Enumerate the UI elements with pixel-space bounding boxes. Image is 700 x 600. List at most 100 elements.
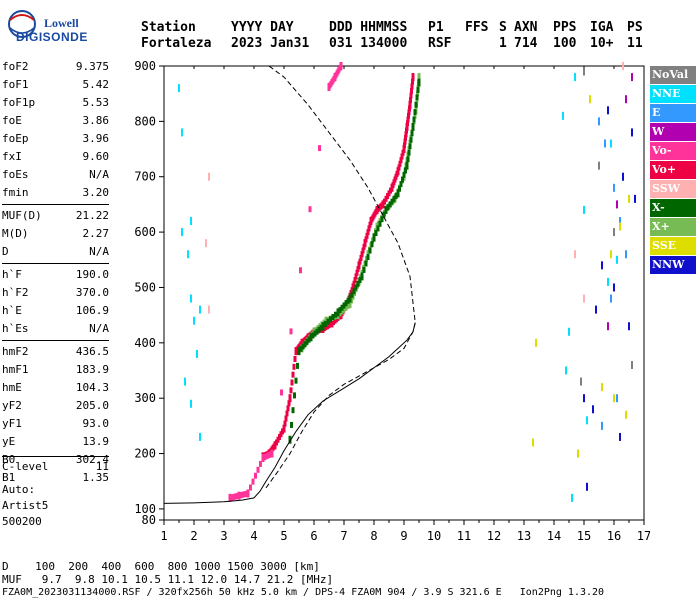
- trace-fill-point: [403, 138, 407, 145]
- scatter-point: [589, 95, 591, 104]
- trace-fill-point: [399, 181, 403, 188]
- param-label: h`F: [2, 268, 22, 281]
- param-value: 93.0: [82, 417, 110, 430]
- param-row: M(D) 2.27: [2, 225, 109, 243]
- header-row2-cell: Fortaleza: [141, 36, 212, 51]
- series-line: [265, 215, 416, 489]
- trace-fill-point: [409, 92, 413, 99]
- param-value: 5.42: [82, 78, 110, 91]
- footer-distance-row: D 100 200 400 600 800 1000 1500 3000 [km…: [2, 560, 320, 573]
- scatter-point: [607, 277, 609, 286]
- autoscaling-info: Auto: Artist5 500200: [2, 482, 48, 530]
- trace-fill-point: [366, 254, 370, 261]
- trace-fill-point: [364, 236, 368, 243]
- trace-fill-point: [354, 284, 358, 291]
- series-line: [254, 65, 384, 216]
- trace-fill-point: [342, 306, 346, 313]
- trace-fill-point: [413, 109, 417, 116]
- param-separator: [2, 340, 109, 341]
- trace-fill-point: [394, 193, 398, 200]
- scatter-point: [610, 250, 612, 259]
- trace-fill-point: [303, 341, 307, 348]
- trace-fill-point: [414, 101, 418, 108]
- scatter-point: [562, 111, 564, 120]
- param-label: h`F2: [2, 286, 29, 299]
- x-tick-label: 6: [310, 529, 317, 543]
- param-value: 2.27: [82, 227, 110, 240]
- header-row1-cell: P1: [428, 20, 444, 35]
- param-label: MUF(D): [2, 209, 42, 222]
- trace-fill-point: [236, 493, 239, 500]
- trace-point: [417, 78, 421, 87]
- param-value: N/A: [89, 168, 109, 181]
- trace-fill-point: [293, 392, 296, 399]
- footer-muf-row: MUF 9.7 9.8 10.1 10.5 11.1 12.0 14.7 21.…: [2, 573, 334, 586]
- trace-fill-point: [307, 336, 311, 343]
- param-label: B1: [2, 471, 16, 484]
- trace-fill-point: [340, 304, 344, 311]
- param-value: 9.60: [82, 150, 110, 163]
- param-row: h`F 190.0: [2, 266, 109, 284]
- series-line: [163, 322, 416, 504]
- param-separator: [2, 204, 109, 205]
- param-row: h`E 106.9: [2, 302, 109, 320]
- param-value: 3.96: [82, 132, 110, 145]
- scatter-point: [625, 95, 627, 104]
- trace-fill-point: [390, 198, 394, 205]
- scatter-point: [583, 294, 585, 303]
- header-row2-cell: 031 134000: [329, 36, 408, 51]
- trace-fill-point: [358, 258, 362, 265]
- param-value: 9.375: [75, 60, 109, 73]
- trace-point: [405, 122, 409, 131]
- trace-fill-point: [340, 308, 344, 315]
- scatter-point: [199, 432, 201, 441]
- trace-fill-point: [332, 75, 336, 82]
- header-row1-cell: Station: [141, 20, 196, 35]
- scatter-point: [583, 205, 585, 214]
- scatter-point: [625, 410, 627, 419]
- x-tick-label: 10: [427, 529, 441, 543]
- param-label: D: [2, 245, 9, 258]
- param-value: 183.9: [75, 363, 109, 376]
- param-row: h`Es N/A: [2, 320, 109, 338]
- trace-fill-point: [301, 343, 305, 350]
- param-row: hmE 104.3: [2, 379, 109, 397]
- trace-fill-point: [401, 176, 404, 183]
- scatter-point: [631, 128, 633, 137]
- logo-line1: Lowell: [44, 16, 79, 30]
- trace-fill-point: [352, 288, 356, 295]
- scatter-point: [619, 432, 621, 441]
- trace-fill-point: [285, 410, 289, 417]
- trace-fill-point: [299, 341, 303, 348]
- y-tick-label: 80: [142, 513, 156, 527]
- trace-fill-point: [356, 280, 360, 287]
- param-label: fmin: [2, 186, 29, 199]
- scatter-point: [574, 250, 576, 259]
- param-value: 190.0: [75, 268, 109, 281]
- param-row: foF2 9.375: [2, 58, 109, 76]
- trace-fill-point: [290, 379, 294, 386]
- param-label: h`Es: [2, 322, 29, 335]
- param-row: fmin 3.20: [2, 184, 109, 202]
- trace-fill-point: [405, 127, 408, 134]
- param-value: 370.0: [75, 286, 109, 299]
- trace-fill-point: [366, 229, 370, 236]
- trace-fill-point: [367, 225, 371, 232]
- legend-item: NNE: [650, 85, 696, 103]
- trace-fill-point: [358, 277, 362, 284]
- logo-line2: DIGISONDE: [16, 30, 88, 44]
- trace-fill-point: [338, 307, 342, 314]
- param-label: fxI: [2, 150, 22, 163]
- trace-fill-point: [416, 90, 419, 97]
- trace-fill-point: [280, 389, 283, 396]
- param-label: hmE: [2, 381, 22, 394]
- trace-fill-point: [380, 202, 384, 209]
- trace-fill-point: [409, 136, 413, 143]
- scatter-point: [622, 172, 624, 181]
- trace-fill-point: [361, 247, 365, 254]
- trace-fill-point: [352, 280, 356, 287]
- legend-item: SSE: [650, 237, 696, 255]
- scatter-point: [595, 305, 597, 314]
- trace-fill-point: [296, 362, 299, 369]
- trace-fill-point: [291, 407, 295, 414]
